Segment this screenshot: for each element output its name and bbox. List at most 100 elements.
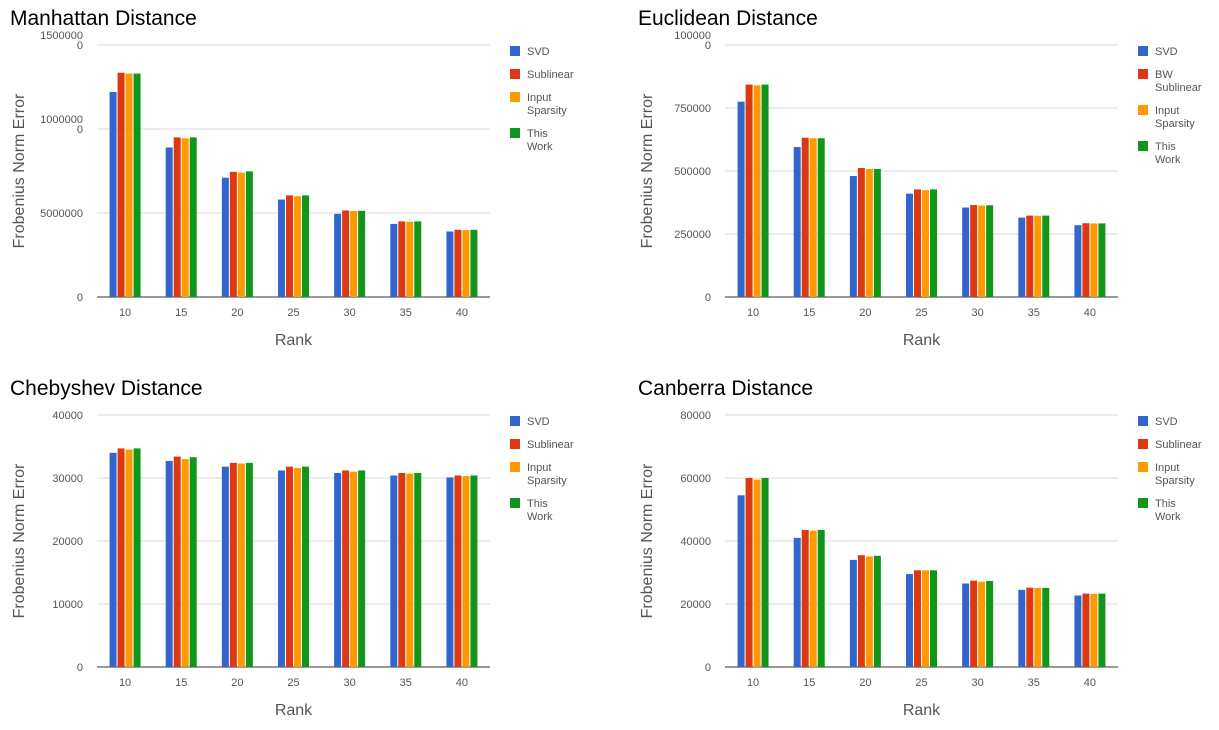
legend-label: BW (1155, 69, 1173, 81)
bar (1034, 587, 1042, 667)
y-tick-label: 60000 (680, 473, 711, 485)
x-axis-label: Rank (275, 702, 313, 719)
x-tick-label: 20 (231, 677, 243, 689)
bar (446, 477, 454, 667)
bar (1042, 587, 1050, 667)
legend-swatch (1138, 105, 1148, 115)
x-tick-label: 35 (1028, 307, 1040, 319)
legend-swatch (1138, 462, 1148, 472)
bar (181, 138, 189, 297)
bar (914, 189, 921, 297)
y-axis-label: Frobenius Norm Error (639, 463, 656, 618)
y-tick-label: 40000 (52, 410, 83, 422)
bar (986, 205, 994, 297)
legend-swatch (510, 498, 520, 508)
bar (1042, 215, 1050, 297)
y-tick-label: 1500000 (40, 30, 83, 42)
bar (189, 457, 197, 667)
bar (1018, 217, 1026, 297)
bar (390, 223, 398, 297)
bar (873, 168, 881, 297)
bar (745, 478, 753, 667)
chart-title: Euclidean Distance (638, 7, 818, 30)
bar (922, 570, 929, 667)
x-tick-label: 10 (747, 307, 759, 319)
legend-label: SVD (527, 46, 550, 58)
legend-swatch (1138, 416, 1148, 426)
x-tick-label: 30 (344, 677, 356, 689)
y-tick-label: 80000 (680, 410, 711, 422)
bar (1082, 593, 1090, 667)
bar (237, 172, 245, 297)
bar (470, 229, 478, 297)
bar (1034, 215, 1042, 297)
bar (930, 570, 937, 667)
bar (117, 448, 125, 667)
bar (970, 205, 978, 297)
bar (857, 555, 865, 667)
bar (342, 210, 350, 297)
y-axis-label: Frobenius Norm Error (639, 93, 656, 248)
bar (302, 195, 309, 297)
bar (358, 210, 366, 297)
bar (1098, 593, 1106, 667)
chart-panel-canberra: Canberra Distance 0 20000 40000 60000 80000 10… (628, 370, 1219, 730)
chart-euclidean: Euclidean Distance0250000500000750000100… (638, 7, 1202, 349)
y-tick-label: 0 (77, 662, 83, 674)
bar (286, 466, 293, 667)
legend-label: SVD (527, 416, 550, 428)
chart-manhattan: Manhattan Distance0500000010000000150000… (10, 7, 574, 349)
bar (801, 529, 809, 667)
bar (922, 190, 929, 297)
bar (398, 221, 406, 297)
x-tick-label: 15 (175, 307, 187, 319)
legend-swatch (510, 462, 520, 472)
x-tick-label: 40 (456, 677, 468, 689)
bar (237, 463, 245, 667)
bar (125, 449, 133, 667)
legend-swatch (510, 416, 520, 426)
bar (406, 473, 414, 667)
bar (1082, 223, 1090, 297)
legend-label: Sparsity (527, 475, 567, 487)
bar (817, 138, 825, 297)
y-tick-label: 0 (705, 662, 711, 674)
bar (962, 583, 970, 667)
bar (857, 167, 865, 297)
y-tick-label: 5000000 (40, 208, 83, 220)
bar (1026, 587, 1034, 667)
y-tick-label: 1000000 (40, 114, 83, 126)
bar (278, 470, 285, 667)
x-tick-label: 40 (456, 307, 468, 319)
legend-swatch (1138, 498, 1148, 508)
bar (245, 462, 253, 667)
bar (125, 73, 133, 297)
bar (914, 570, 921, 667)
bar (454, 475, 462, 667)
bar (398, 472, 406, 667)
x-axis-label: Rank (903, 332, 941, 349)
bar (350, 210, 358, 297)
bar (1074, 225, 1082, 297)
bar (165, 147, 173, 297)
legend-swatch (1138, 46, 1148, 56)
bar (181, 459, 189, 667)
y-tick-label: 500000 (674, 166, 711, 178)
y-tick-label: 40000 (680, 536, 711, 548)
legend-label: Sparsity (1155, 118, 1195, 130)
bar (1090, 223, 1098, 297)
legend-label: Sublinear (527, 69, 574, 81)
bar (454, 229, 462, 297)
x-tick-label: 30 (972, 307, 984, 319)
legend-label: This (527, 128, 548, 140)
bar (1074, 595, 1082, 667)
bar (753, 85, 761, 297)
bar (109, 452, 117, 667)
chart-title: Chebyshev Distance (10, 377, 203, 400)
y-axis-label: Frobenius Norm Error (11, 93, 28, 248)
bar (930, 189, 937, 297)
legend-label: This (1155, 498, 1176, 510)
x-tick-label: 35 (400, 307, 412, 319)
legend-swatch (510, 69, 520, 79)
y-tick-label: 10000 (52, 599, 83, 611)
